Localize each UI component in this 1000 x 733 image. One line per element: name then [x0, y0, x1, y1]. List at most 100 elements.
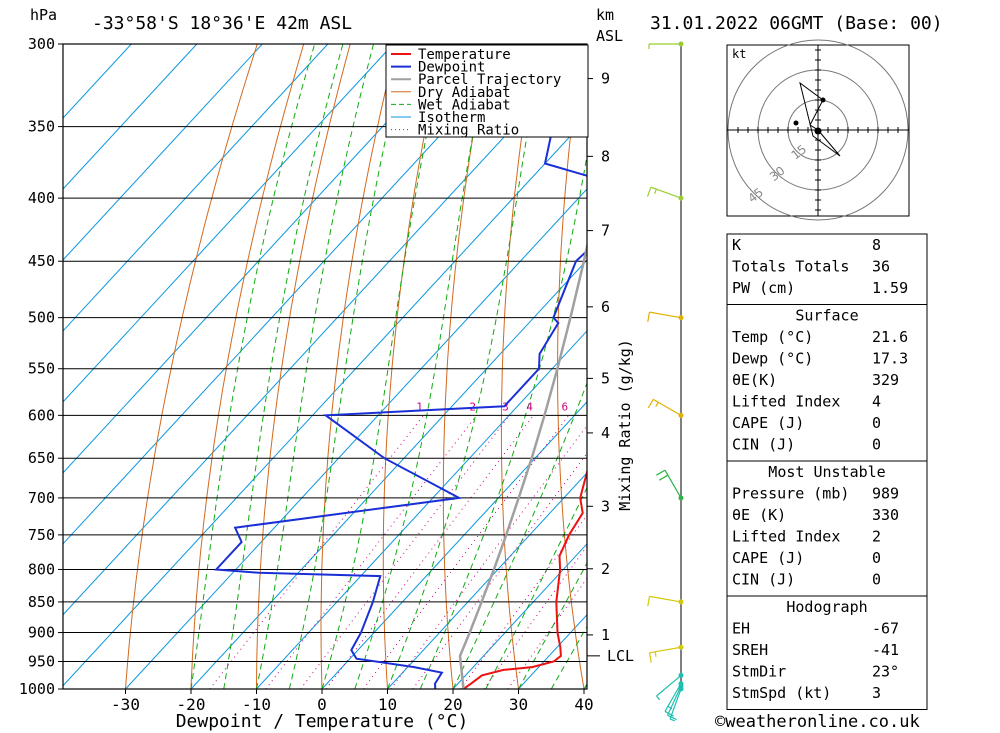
wind-barb-dot	[678, 599, 684, 605]
temp-tick-label: -20	[177, 695, 206, 714]
mixing-ratio-line	[412, 452, 587, 689]
wind-barb-flag	[656, 695, 661, 701]
surface-table-row-label: Dewp (°C)	[732, 350, 813, 368]
wind-barb-dot	[678, 495, 684, 501]
wind-barb-staff	[652, 398, 682, 416]
hodograph-table-box	[726, 595, 928, 710]
hodograph-table-row-label: SREH	[732, 641, 768, 659]
km-axis: 1 2 3 4 5 6 7 8 9 LCL	[586, 44, 634, 689]
most-unstable-table-row-value: 0	[872, 571, 881, 589]
most-unstable-table-row-label: Lifted Index	[732, 528, 840, 546]
wind-barb-staff	[666, 686, 682, 716]
wind-barb-flag	[658, 474, 669, 481]
isotherm-line	[63, 46, 587, 616]
pressure-tick-label: 300	[28, 35, 55, 53]
indices-table-row-label: PW (cm)	[732, 279, 795, 297]
isotherm-line	[321, 401, 587, 689]
legend-label-wet-adiabat: Wet Adiabat	[418, 97, 511, 113]
surface-table-box	[726, 304, 928, 462]
isotherm-line	[63, 44, 460, 474]
isotherm-line	[63, 117, 587, 687]
wind-barb	[664, 681, 684, 717]
wet-adiabat-line	[518, 562, 587, 689]
wind-barb	[647, 398, 684, 418]
isotherm-line	[256, 330, 587, 689]
temp-tick-label: -30	[111, 695, 140, 714]
surface-table-row-label: Temp (°C)	[732, 328, 813, 346]
wind-barb-flag	[646, 186, 652, 197]
legend-label-mixing-ratio: Mixing Ratio	[418, 123, 519, 139]
hodograph-table-title: Hodograph	[786, 598, 867, 616]
wind-barb-flag	[669, 718, 675, 722]
wet-adiabat-line	[354, 44, 491, 689]
wind-barb-dot	[678, 412, 684, 418]
temp-tick-label: 20	[443, 695, 462, 714]
pressure-tick-label: 450	[28, 252, 55, 270]
surface-table-row-value: 17.3	[872, 350, 908, 368]
isotherm-line	[452, 543, 587, 689]
surface-table-row-label: θE(K)	[732, 371, 777, 389]
pressure-tick-label: 400	[28, 189, 55, 207]
km-tick-label: 3	[601, 497, 610, 515]
km-tick-label: 8	[601, 147, 610, 165]
wind-barb-dot	[678, 681, 684, 687]
lcl-label: LCL	[607, 647, 634, 665]
wind-barb	[648, 41, 684, 49]
hodograph-table-row-label: StmDir	[732, 663, 786, 681]
datetime-title: 31.01.2022 06GMT (Base: 00)	[650, 13, 943, 34]
wind-barb-staff	[649, 311, 682, 319]
pressure-tick-label: 500	[28, 309, 55, 327]
wind-barb-dot	[678, 315, 684, 321]
hodograph-point	[793, 120, 799, 126]
wind-barb	[648, 644, 684, 663]
km-tick-label: 4	[601, 424, 610, 442]
mixing-ratio-line	[390, 424, 587, 689]
surface-table-row-value: 0	[872, 414, 881, 432]
pressure-tick-label: 850	[28, 593, 55, 611]
surface-table-row-value: 329	[872, 371, 899, 389]
pressure-tick-label: 1000	[19, 680, 55, 698]
location-title: -33°58'S 18°36'E 42m ASL	[92, 13, 352, 34]
wind-barb	[656, 469, 684, 501]
wet-adiabat-line	[485, 486, 587, 689]
most-unstable-table-row-value: 989	[872, 485, 899, 503]
mixing-ratio-label: 1	[416, 400, 423, 413]
hodograph-trace	[799, 81, 841, 157]
wind-barb-flag	[647, 312, 651, 323]
isotherm-line	[63, 44, 394, 403]
wind-barb-flag	[667, 714, 677, 721]
indices-table-row-value: 1.59	[872, 279, 908, 297]
hodograph-storm-motion	[814, 127, 822, 135]
km-tick-label: 9	[601, 70, 610, 88]
legend-label-temperature: Temperature	[418, 47, 511, 63]
wind-barb	[647, 311, 684, 323]
x-axis-label: Dewpoint / Temperature (°C)	[176, 711, 469, 732]
unit-asl: ASL	[596, 27, 623, 45]
wind-barb	[656, 672, 684, 701]
temp-tick-label: -10	[242, 695, 271, 714]
info-tables: K 8 Totals Totals 36 PW (cm) 1.59 Surface Temp …	[726, 233, 928, 710]
hodograph-table-row-value: -67	[872, 620, 899, 638]
profile-series	[214, 100, 587, 689]
chart-axes: -30 -20 -10 0 10 20 30 40	[62, 43, 594, 714]
wind-barb-flag	[655, 401, 659, 407]
pressure-tick-label: 700	[28, 489, 55, 507]
wind-barb-dot	[678, 195, 684, 201]
wind-barb-dot	[678, 644, 684, 650]
wind-barb-flag	[664, 710, 674, 717]
mixing-ratio-line	[460, 514, 587, 689]
temperature-line	[462, 468, 587, 689]
legend-label-dry-adiabat: Dry Adiabat	[418, 85, 511, 101]
temp-tick-label: 30	[509, 695, 528, 714]
isotherm-line	[125, 188, 587, 689]
indices-table-box	[726, 233, 928, 305]
most-unstable-table-box	[726, 460, 928, 597]
isotherm-line	[63, 44, 198, 190]
legend-label-isotherm: Isotherm	[418, 110, 485, 126]
parcel-trajectory-line	[458, 241, 587, 689]
indices-table-row-value: 36	[872, 258, 890, 276]
temp-tick-label: 10	[378, 695, 397, 714]
pressure-tick-label: 800	[28, 560, 55, 578]
